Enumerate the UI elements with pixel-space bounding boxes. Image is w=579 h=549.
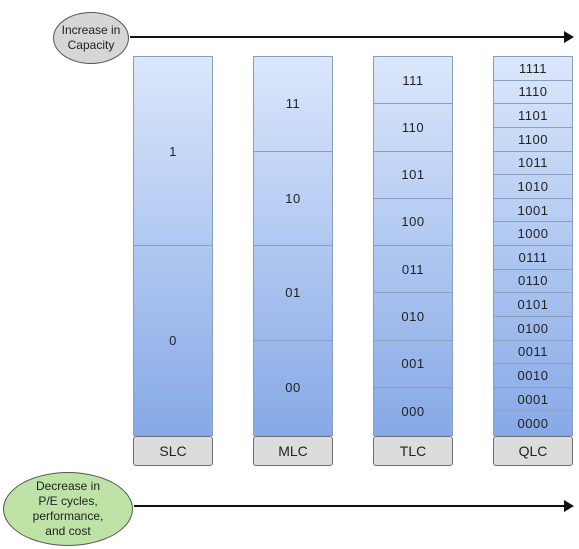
qlc-level-cell: 1011: [494, 152, 572, 176]
qlc-level-cell: 1000: [494, 222, 572, 246]
tlc-level-cell: 001: [374, 341, 452, 388]
slc-level-cell: 0: [169, 333, 177, 348]
mlc-level-cell: 00: [285, 380, 301, 396]
tlc-level-cell: 101: [374, 152, 452, 199]
tlc-level-cell: 111: [374, 57, 452, 105]
qlc-level-cell: 1001: [494, 199, 572, 223]
tlc-label: TLC: [373, 436, 453, 466]
capacity-arrow: [130, 31, 574, 43]
capacity-oval: Increase in Capacity: [53, 12, 129, 64]
qlc-level-cell: 1101: [494, 104, 572, 128]
qlc-level-cell: 1010: [494, 175, 572, 199]
tlc-level-cell: 011: [374, 246, 452, 294]
mlc-level-cell: 01: [254, 246, 332, 341]
qlc-level-cell: 0110: [494, 270, 572, 294]
qlc-level-cell: 0000: [517, 415, 549, 431]
tlc-level-cell: 000: [401, 403, 425, 419]
qlc-level-cell: 0100: [494, 317, 572, 341]
qlc-label: QLC: [493, 436, 573, 466]
qlc-level-cell: 0010: [494, 364, 572, 388]
slc-label: SLC: [133, 436, 213, 466]
qlc-level-cell: 0111: [494, 246, 572, 270]
qlc-level-cell: 0011: [494, 341, 572, 365]
qlc-level-cell: 1110: [494, 81, 572, 105]
pe-cycles-oval: Decrease in P/E cycles, performance, and…: [3, 472, 133, 546]
qlc-column: 1111 1110 1101 1100 1011 1010 1001 1000 0111 0110…: [493, 56, 573, 436]
tlc-level-cell: 110: [374, 104, 452, 152]
mlc-level-cell: 10: [254, 152, 332, 246]
slc-level-cell: 1: [134, 57, 212, 246]
qlc-level-cell: 0001: [494, 388, 572, 412]
mlc-level-cell: 11: [254, 57, 332, 152]
tlc-level-cell: 100: [374, 199, 452, 246]
qlc-level-cell: 0101: [494, 293, 572, 317]
pe-cycles-arrow: [134, 500, 574, 512]
qlc-level-cell: 1111: [494, 57, 572, 81]
mlc-label: MLC: [253, 436, 333, 466]
tlc-column: 111 110 101 100 011 010 001 000: [373, 56, 453, 436]
tlc-level-cell: 010: [374, 293, 452, 341]
qlc-level-cell: 1100: [494, 128, 572, 152]
mlc-column: 11 10 01 00: [253, 56, 333, 436]
